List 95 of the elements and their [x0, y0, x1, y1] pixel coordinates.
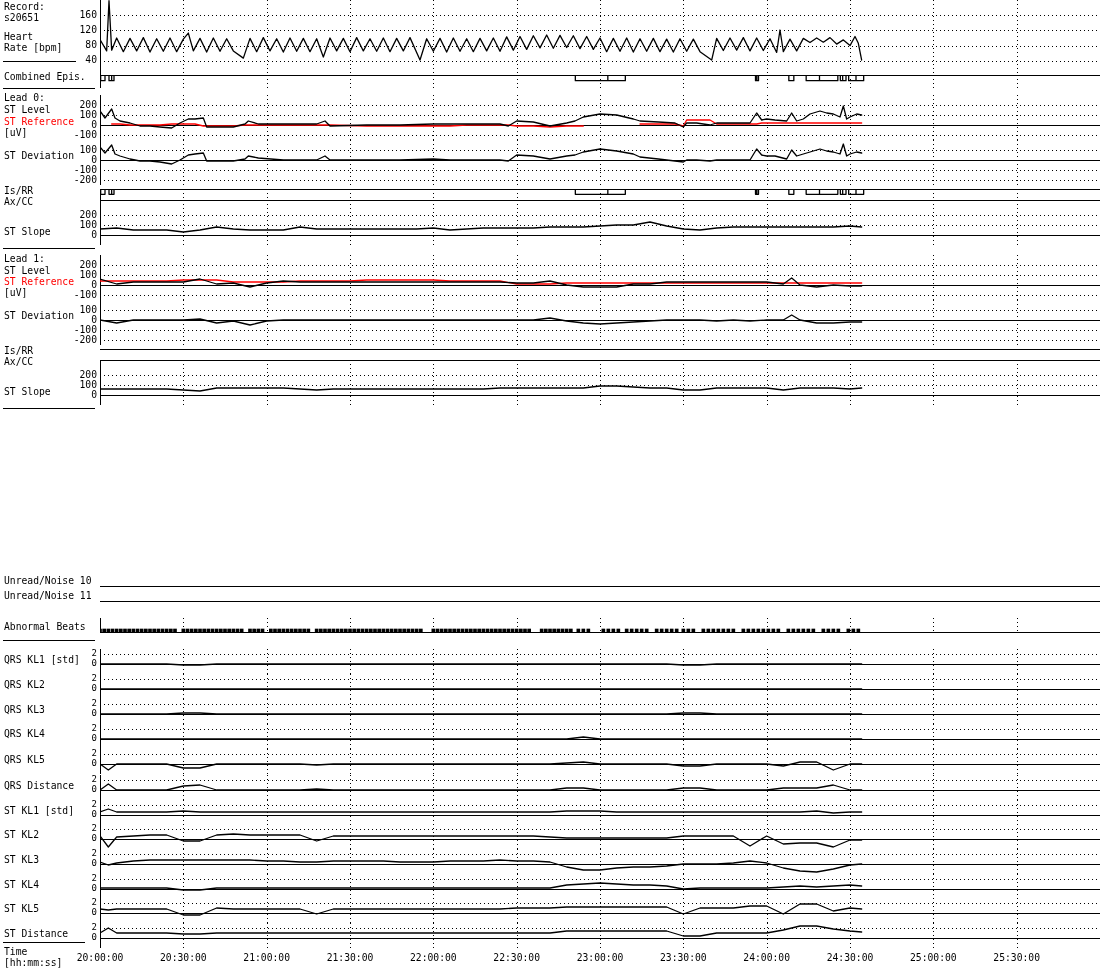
y-tick-label: 2 [91, 723, 97, 734]
y-tick-label: -200 [73, 173, 98, 185]
text: ST Level [4, 104, 51, 115]
y-axis-title: QRS KL4 [4, 728, 45, 740]
y-tick-label: 0 [91, 858, 97, 869]
y-axis-title: QRS KL1 [std] [4, 653, 80, 665]
y-tick-label: 0 [91, 883, 97, 894]
y-tick-label: 0 [91, 278, 98, 290]
y-tick-label: 0 [91, 809, 97, 820]
x-tick-label: 20:00:00 [76, 952, 124, 964]
y-tick-label: 100 [79, 378, 98, 390]
y-tick-label: 100 [79, 268, 98, 280]
y-tick-label: 0 [91, 907, 97, 918]
y-axis-title: ST KL3 [4, 853, 39, 865]
x-tick-label: 23:00:00 [576, 952, 624, 964]
y-tick-label: 200 [79, 368, 98, 380]
x-tick-label: 24:30:00 [826, 952, 874, 964]
y-tick-label: -100 [73, 288, 98, 300]
y-tick-label: 160 [79, 8, 98, 20]
y-tick-label: 80 [85, 39, 98, 51]
y-axis-title: Heart Rate [bpm] [4, 30, 63, 53]
y-axis-title: Combined Epis. [4, 70, 86, 82]
y-tick-label: 0 [91, 784, 97, 795]
y-axis-title: QRS KL3 [4, 703, 45, 715]
y-axis-title: ST Distance [4, 928, 69, 940]
y-tick-label: 0 [91, 118, 98, 130]
x-axis-title: Time [hh:mm:ss] [4, 945, 63, 968]
y-axis-title: ST KL4 [4, 878, 39, 890]
y-tick-label: -100 [73, 163, 98, 175]
y-tick-label: 100 [79, 143, 98, 155]
y-tick-label: 200 [79, 258, 98, 270]
chart-title: Lead 1: [4, 252, 45, 264]
y-tick-label: 0 [91, 733, 97, 744]
y-tick-label: -100 [73, 128, 98, 140]
y-tick-label: 0 [91, 313, 98, 325]
y-tick-label: -100 [73, 323, 98, 335]
y-axis-title: ST KL1 [std] [4, 804, 74, 816]
y-tick-label: 200 [79, 208, 98, 220]
y-axis-title: Is/RR Ax/CC [4, 184, 34, 207]
y-tick-label: 0 [91, 153, 98, 165]
y-tick-label: 0 [91, 833, 97, 844]
y-tick-label: 200 [79, 98, 98, 110]
y-axis-title: ST Deviation [4, 310, 74, 321]
y-tick-label: 2 [91, 648, 97, 659]
y-axis-title: QRS KL5 [4, 753, 45, 765]
x-tick-label: 25:30:00 [993, 952, 1041, 964]
y-axis-title: ST KL5 [4, 903, 39, 915]
y-tick-label: 2 [91, 922, 97, 933]
y-tick-label: -200 [73, 333, 98, 345]
y-tick-label: 0 [91, 683, 97, 694]
x-tick-label: 21:00:00 [243, 952, 291, 964]
y-tick-label: 2 [91, 799, 97, 810]
y-tick-label: 40 [85, 54, 98, 66]
text: Unread/Noise 10 [4, 574, 92, 586]
y-tick-label: 100 [79, 303, 98, 315]
y-tick-label: 0 [91, 932, 97, 943]
text: ST Reference [4, 115, 74, 127]
x-tick-label: 23:30:00 [660, 952, 707, 964]
y-axis-title: [uV] [4, 287, 28, 298]
y-tick-label: 0 [91, 658, 97, 669]
y-tick-label: 0 [91, 228, 98, 240]
x-tick-label: 22:00:00 [410, 952, 457, 964]
y-tick-label: 2 [91, 897, 97, 908]
y-axis-title: ST Deviation [4, 150, 74, 161]
y-axis-title: ST KL2 [4, 828, 39, 840]
y-axis-title: QRS Distance [4, 780, 74, 791]
x-tick-label: 24:00:00 [743, 952, 791, 964]
y-tick-label: 0 [91, 388, 98, 400]
y-tick-label: 100 [79, 218, 98, 230]
y-tick-label: 2 [91, 848, 97, 859]
x-tick-label: 25:00:00 [910, 952, 957, 964]
text: Unread/Noise 11 [4, 589, 92, 601]
y-tick-label: 2 [91, 698, 97, 709]
chart-title: Lead 0: [4, 92, 45, 103]
text: Is/RR Ax/CC [4, 344, 34, 367]
y-tick-label: 2 [91, 673, 97, 684]
text: ST Level [4, 265, 51, 276]
y-axis-title: ST Slope [4, 385, 51, 397]
y-tick-label: 0 [91, 708, 97, 719]
y-tick-label: 2 [91, 774, 97, 785]
x-tick-label: 22:30:00 [493, 952, 541, 964]
text: Record: s20651 [4, 0, 45, 23]
y-tick-label: 2 [91, 873, 97, 884]
y-axis-title: [uV] [4, 127, 28, 138]
y-axis-title: Abnormal Beats [4, 620, 86, 632]
y-axis-title: QRS KL2 [4, 678, 45, 690]
y-tick-label: 0 [91, 758, 97, 769]
y-tick-label: 2 [91, 823, 97, 834]
text: ST Reference [4, 276, 74, 287]
y-tick-label: 2 [91, 748, 97, 759]
x-tick-label: 20:30:00 [160, 952, 207, 964]
x-tick-label: 21:30:00 [326, 952, 374, 964]
y-axis-title: ST Slope [4, 225, 51, 237]
y-tick-label: 120 [79, 23, 98, 35]
y-tick-label: 100 [79, 108, 98, 120]
